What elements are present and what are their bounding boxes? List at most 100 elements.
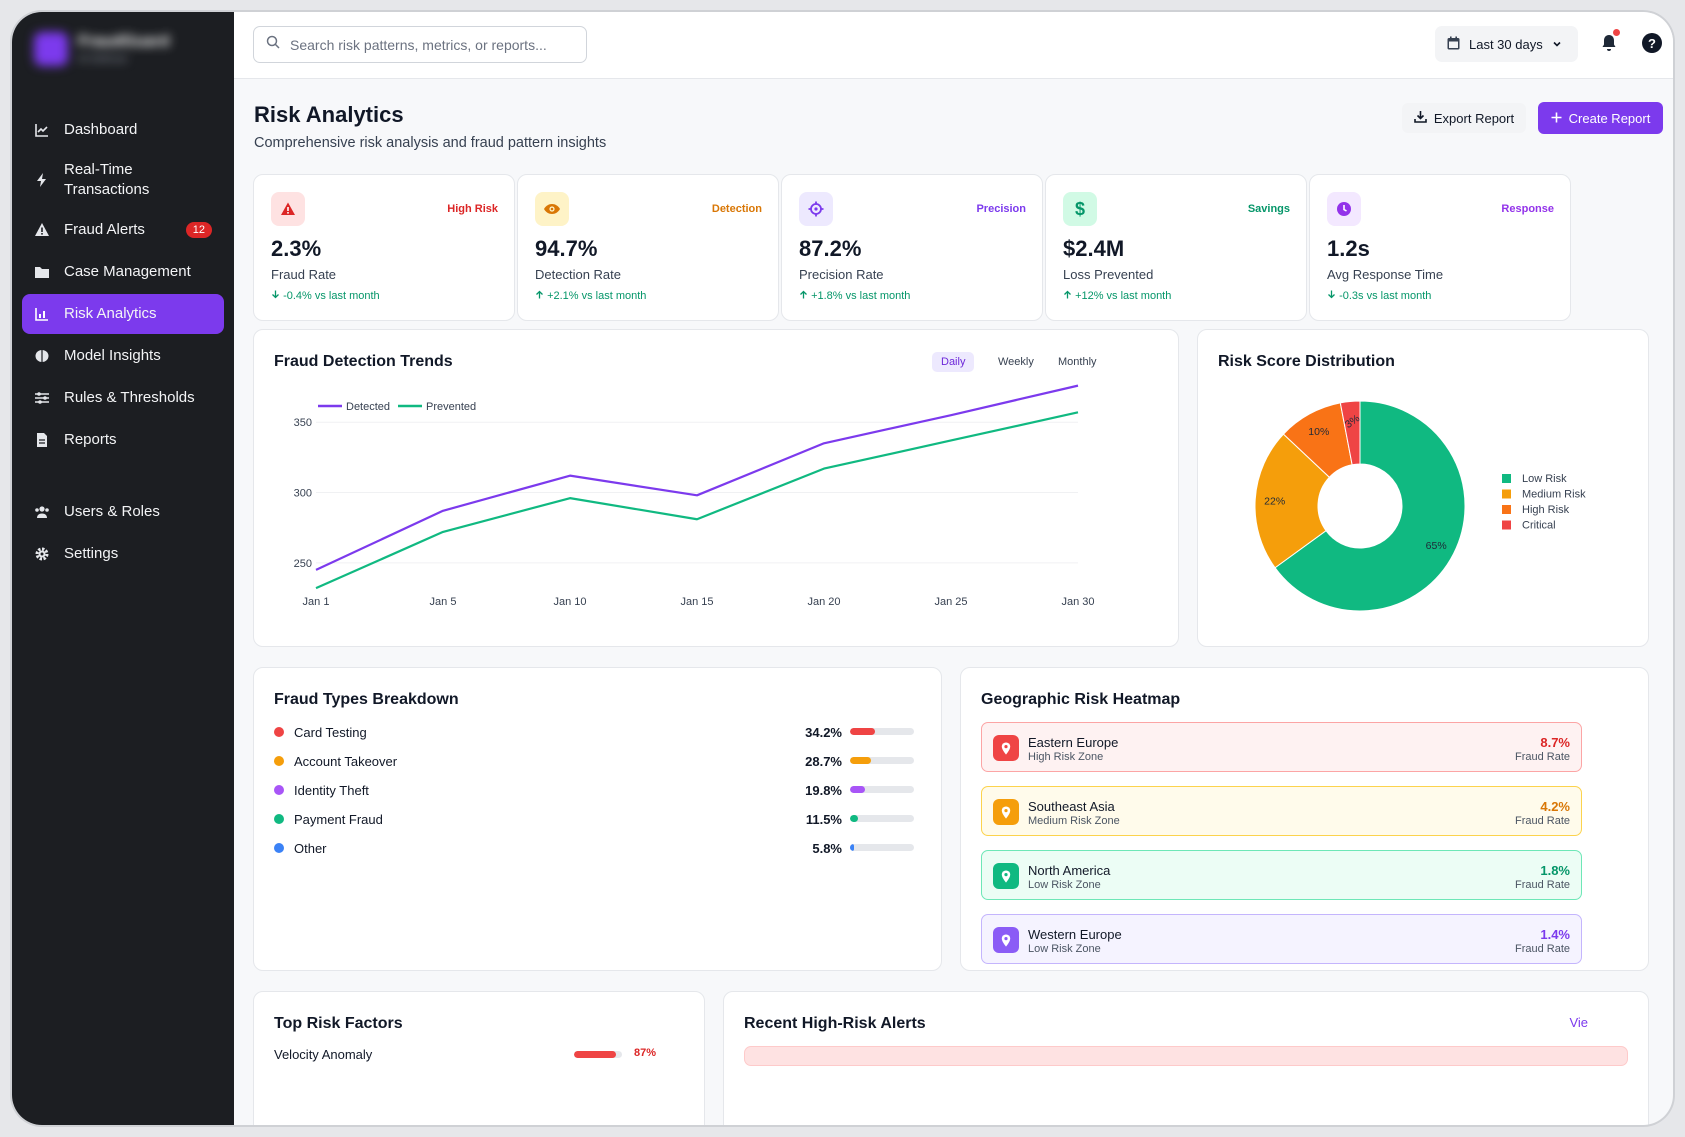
create-report-button[interactable]: Create Report [1538,102,1663,134]
page-subtitle: Comprehensive risk analysis and fraud pa… [254,135,607,151]
notifications-button[interactable] [1598,29,1620,54]
app-window: FraudGuard AI Defense Dashboard Real-Tim… [12,12,1673,1125]
region-name: Southeast Asia [1028,799,1115,814]
view-all-link[interactable]: Vie [1569,1015,1588,1030]
chart-bar-icon [34,306,50,322]
kpi-change-text: +12% vs last month [1075,290,1172,302]
sidebar-item-case-management[interactable]: Case Management [22,252,224,292]
sidebar-item-users-roles[interactable]: Users & Roles [22,492,224,532]
kpi-tag: High Risk [447,203,498,215]
trends-title: Fraud Detection Trends [274,353,453,370]
kpi-label: Loss Prevented [1063,267,1154,282]
kpi-change: -0.3s vs last month [1327,290,1431,302]
dollar-icon: $ [1063,192,1097,226]
file-icon [34,432,50,448]
kpi-tag: Detection [711,203,762,215]
sidebar-item-dashboard[interactable]: Dashboard [22,110,224,150]
series-line-detected [315,384,1079,571]
nav-divider [22,462,224,492]
kpi-label: Detection Rate [535,267,621,282]
kpi-card-precision-rate[interactable]: Precision 87.2% Precision Rate +1.8% vs … [781,174,1043,321]
geo-region-row[interactable]: Southeast Asia Medium Risk Zone 4.2% Fra… [981,786,1582,836]
fraud-detection-trends-card: Fraud Detection Trends Daily Weekly Mont… [253,329,1179,647]
legend-swatch [1502,489,1511,499]
tab-weekly[interactable]: Weekly [998,356,1034,368]
main-content: Risk Analytics Comprehensive risk analys… [234,79,1673,1125]
help-icon[interactable]: ? [1642,33,1662,53]
map-pin-icon [993,927,1019,953]
kpi-change-text: +1.8% vs last month [811,290,911,302]
slice-label: 65% [1426,540,1447,552]
geo-region-row[interactable]: North America Low Risk Zone 1.8% Fraud R… [981,850,1582,900]
sidebar-item-settings[interactable]: Settings [22,534,224,574]
geo-region-row[interactable]: Western Europe Low Risk Zone 1.4% Fraud … [981,914,1582,964]
tab-daily[interactable]: Daily [932,352,975,372]
legend-swatch [1502,520,1511,530]
search-input[interactable] [290,36,574,53]
series-line-prevented [315,411,1079,590]
sidebar-item-reports[interactable]: Reports [22,420,224,460]
geo-region-row[interactable]: Eastern Europe High Risk Zone 8.7% Fraud… [981,722,1582,772]
kpi-card-detection-rate[interactable]: Detection 94.7% Detection Rate +2.1% vs … [517,174,779,321]
export-report-button[interactable]: Export Report [1402,103,1526,133]
sidebar-item-risk-analytics[interactable]: Risk Analytics [22,294,224,334]
kpi-tag: Precision [976,203,1026,215]
recent-alerts-card: Recent High-Risk Alerts Vie [723,991,1649,1125]
tab-monthly[interactable]: Monthly [1058,356,1097,368]
sidebar-item-label: Case Management [64,263,191,280]
search-box[interactable] [253,26,587,63]
legend-label: High Risk [1522,504,1570,516]
region-rate-label: Fraud Rate [1514,879,1570,891]
bolt-icon [34,172,50,188]
region-rate-label: Fraud Rate [1514,943,1570,955]
kpi-label: Fraud Rate [271,267,337,282]
kpi-card-avg-response-time[interactable]: Response 1.2s Avg Response Time -0.3s vs… [1309,174,1571,321]
fraud-type-row: Account Takeover 28.7% [274,752,914,772]
sidebar-item-model-insights[interactable]: Model Insights [22,336,224,376]
sidebar-item-realtime-transactions[interactable]: Real-Time Transactions [22,152,224,208]
alert-row[interactable] [744,1046,1628,1066]
fraud-type-bar-fill [850,728,876,735]
search-icon [266,35,280,54]
users-icon [34,504,50,520]
clock-icon [1327,192,1361,226]
date-range-select[interactable]: Last 30 days [1435,26,1578,62]
kpi-card-loss-prevented[interactable]: $ Savings $2.4M Loss Prevented +12% vs l… [1045,174,1307,321]
fraud-type-bar-fill [850,786,865,793]
x-tick-label: Jan 5 [430,596,457,608]
y-tick-label: 250 [294,558,312,570]
fraud-type-bar [850,844,914,851]
x-tick-label: Jan 20 [807,596,840,608]
fraud-type-bar [850,815,914,822]
fraud-type-name: Other [294,841,327,856]
chevron-down-icon [1552,37,1562,52]
kpi-change-text: -0.4% vs last month [283,290,380,302]
calendar-icon [1447,36,1460,53]
brain-icon [34,348,50,364]
kpi-value: $2.4M [1063,236,1125,261]
brand-subtitle: AI Defense [78,54,128,65]
sidebar-nav: Dashboard Real-Time Transactions Fraud A… [22,110,224,576]
risk-factor-name: Velocity Anomaly [274,1047,373,1062]
sidebar-item-label: Model Insights [64,347,161,364]
fraud-type-bar-fill [850,757,872,764]
export-report-label: Export Report [1433,110,1515,126]
brand[interactable]: FraudGuard AI Defense [34,32,170,66]
sidebar-item-label: Settings [64,545,119,562]
region-zone: Low Risk Zone [1028,879,1101,891]
sidebar-item-label: Real-Time Transactions [64,161,150,198]
kpi-card-fraud-rate[interactable]: High Risk 2.3% Fraud Rate -0.4% vs last … [253,174,515,321]
legend-label: Prevented [426,401,476,413]
legend-swatch [1502,505,1511,514]
topbar: Last 30 days ? [234,12,1673,79]
region-rate: 1.4% [1540,927,1570,942]
region-rate-label: Fraud Rate [1514,751,1570,763]
risk-factor-bar [574,1051,622,1058]
svg-text:$: $ [1075,200,1085,218]
sidebar-item-rules-thresholds[interactable]: Rules & Thresholds [22,378,224,418]
arrow-up-icon [1063,290,1072,302]
crosshair-icon [799,192,833,226]
date-range-label: Last 30 days [1469,36,1543,52]
sidebar-item-fraud-alerts[interactable]: Fraud Alerts 12 [22,210,224,250]
kpi-value: 1.2s [1327,236,1370,261]
